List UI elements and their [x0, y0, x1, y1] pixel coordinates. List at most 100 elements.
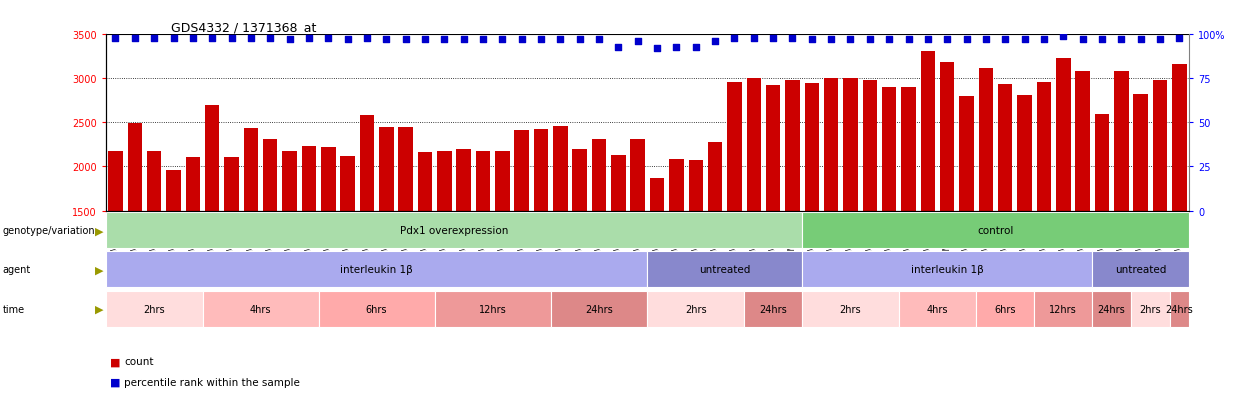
Point: [357, 36, 377, 42]
Bar: [650, 178, 665, 343]
Point: [435, 37, 454, 44]
Bar: [647, 252, 802, 288]
Bar: [301, 147, 316, 343]
Bar: [457, 150, 471, 343]
Bar: [901, 88, 916, 343]
Bar: [647, 291, 745, 327]
Bar: [360, 116, 375, 343]
Bar: [127, 124, 142, 343]
Text: 24hrs: 24hrs: [1098, 304, 1125, 314]
Bar: [167, 171, 181, 343]
Bar: [998, 85, 1012, 343]
Bar: [319, 291, 435, 327]
Bar: [550, 291, 647, 327]
Point: [1150, 37, 1170, 44]
Point: [1112, 37, 1132, 44]
Text: untreated: untreated: [1116, 265, 1167, 275]
Bar: [940, 63, 955, 343]
Bar: [340, 157, 355, 343]
Text: 24hrs: 24hrs: [1165, 304, 1193, 314]
Bar: [899, 291, 976, 327]
Point: [337, 37, 357, 44]
Bar: [1114, 72, 1128, 343]
Point: [415, 37, 435, 44]
Bar: [979, 69, 994, 343]
Bar: [224, 157, 239, 343]
Bar: [804, 83, 819, 343]
Bar: [802, 252, 1092, 288]
Bar: [1076, 72, 1089, 343]
Text: interleukin 1β: interleukin 1β: [340, 265, 413, 275]
Text: 12hrs: 12hrs: [1050, 304, 1077, 314]
Bar: [418, 153, 432, 343]
Bar: [688, 161, 703, 343]
Text: 2hrs: 2hrs: [839, 304, 862, 314]
Point: [550, 37, 570, 44]
Point: [976, 37, 996, 44]
Bar: [1092, 291, 1130, 327]
Point: [937, 37, 957, 44]
Bar: [186, 157, 200, 343]
Bar: [881, 88, 896, 343]
Point: [802, 37, 822, 44]
Text: agent: agent: [2, 265, 31, 275]
Bar: [435, 291, 550, 327]
Text: count: count: [124, 356, 154, 366]
Bar: [1172, 65, 1186, 343]
Point: [725, 36, 745, 42]
Bar: [766, 86, 781, 343]
Text: genotype/variation: genotype/variation: [2, 225, 95, 235]
Point: [319, 36, 339, 42]
Bar: [960, 97, 974, 343]
Bar: [747, 79, 761, 343]
Bar: [1035, 291, 1092, 327]
Bar: [573, 150, 586, 343]
Text: control: control: [977, 225, 1013, 235]
Point: [163, 36, 183, 42]
Text: 4hrs: 4hrs: [250, 304, 271, 314]
Point: [860, 37, 880, 44]
Point: [376, 37, 396, 44]
Bar: [708, 142, 722, 343]
Bar: [476, 151, 491, 343]
Point: [1169, 36, 1189, 42]
Point: [183, 36, 203, 42]
Bar: [283, 152, 296, 343]
Text: 24hrs: 24hrs: [759, 304, 787, 314]
Text: ▶: ▶: [95, 225, 103, 235]
Bar: [108, 151, 123, 343]
Point: [473, 37, 493, 44]
Bar: [630, 140, 645, 343]
Text: percentile rank within the sample: percentile rank within the sample: [124, 377, 300, 387]
Text: 24hrs: 24hrs: [585, 304, 613, 314]
Text: 4hrs: 4hrs: [926, 304, 949, 314]
Text: GDS4332 / 1371368_at: GDS4332 / 1371368_at: [171, 21, 316, 34]
Bar: [1133, 95, 1148, 343]
Bar: [398, 128, 413, 343]
Text: untreated: untreated: [700, 265, 751, 275]
Bar: [802, 291, 899, 327]
Bar: [205, 105, 219, 343]
Bar: [106, 213, 802, 249]
Point: [956, 37, 976, 44]
Bar: [321, 148, 335, 343]
Point: [609, 44, 629, 51]
Point: [783, 36, 803, 42]
Bar: [1092, 252, 1189, 288]
Bar: [147, 152, 162, 343]
Point: [222, 36, 242, 42]
Bar: [802, 213, 1189, 249]
Text: 2hrs: 2hrs: [1139, 304, 1162, 314]
Bar: [920, 52, 935, 343]
Bar: [1153, 81, 1168, 343]
Text: interleukin 1β: interleukin 1β: [911, 265, 984, 275]
Point: [453, 37, 473, 44]
Point: [280, 37, 300, 44]
Point: [918, 37, 937, 44]
Point: [1015, 37, 1035, 44]
Bar: [496, 152, 509, 343]
Bar: [786, 81, 799, 343]
Point: [705, 39, 725, 45]
Bar: [1056, 59, 1071, 343]
Text: 12hrs: 12hrs: [479, 304, 507, 314]
